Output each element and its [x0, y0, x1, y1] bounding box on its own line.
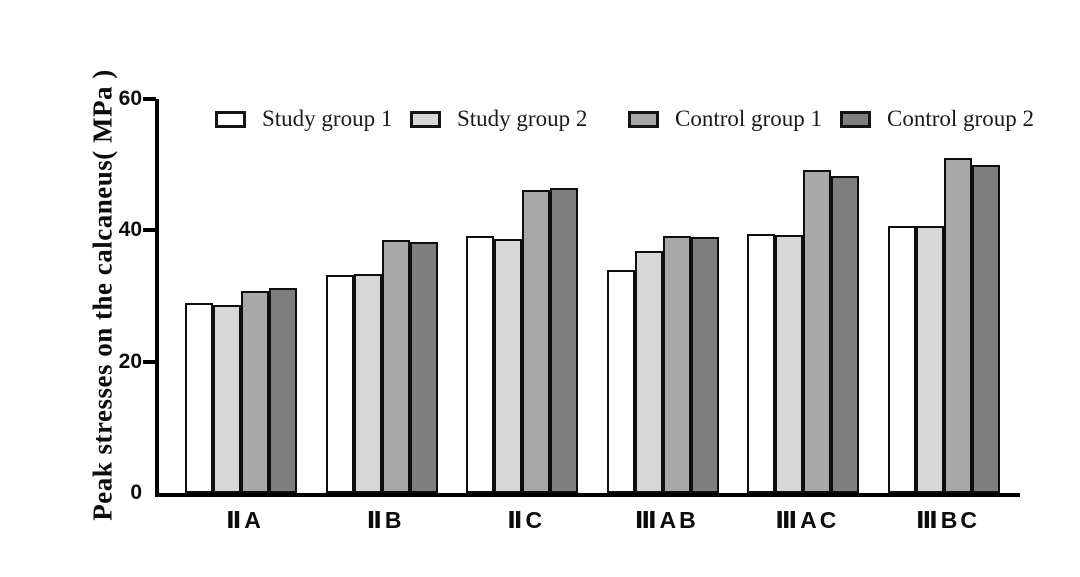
x-category-label: ⅡA [226, 507, 264, 533]
bar [916, 226, 944, 493]
legend-item: Control group 1 [628, 105, 822, 133]
bar [775, 234, 804, 493]
legend-label: Control group 1 [675, 106, 822, 131]
x-category-label: ⅡB [366, 507, 405, 533]
bar [325, 275, 354, 493]
bar [185, 303, 213, 493]
bar [747, 234, 776, 493]
bar [888, 226, 916, 493]
bar [550, 188, 579, 493]
y-tick-mark [143, 359, 156, 364]
y-tick-mark [143, 97, 156, 101]
legend-swatch [410, 110, 441, 128]
bar [803, 169, 832, 493]
legend-swatch [840, 110, 871, 128]
bar [381, 239, 410, 493]
y-tick-label: 40 [118, 218, 142, 242]
bar [662, 236, 691, 493]
x-axis-line [155, 493, 1020, 497]
bar [944, 158, 972, 493]
x-category-label: ⅢAC [775, 507, 840, 533]
bar [409, 241, 438, 493]
x-category-label: ⅡC [507, 507, 546, 533]
bar [466, 235, 495, 493]
legend-label: Study group 1 [262, 106, 393, 131]
y-tick-label: 0 [130, 481, 142, 504]
legend-item: Study group 2 [410, 105, 587, 133]
y-axis-line [155, 99, 159, 497]
bar [831, 175, 860, 493]
bar [213, 305, 241, 493]
bar [690, 236, 719, 493]
bar [634, 251, 663, 493]
plot-area [158, 99, 1020, 493]
legend-label: Study group 2 [457, 106, 588, 131]
legend-item: Control group 2 [840, 105, 1034, 133]
bar [972, 165, 1000, 493]
bar [606, 270, 635, 493]
bar [269, 288, 297, 493]
x-category-label: ⅢBC [916, 507, 980, 533]
y-axis-title: Peak stresses on the calcaneus( MPa ) [87, 69, 118, 521]
legend-swatch [628, 110, 659, 128]
bar [494, 238, 523, 493]
x-category-label: ⅢAB [634, 507, 699, 533]
bar [522, 189, 551, 493]
bar [353, 273, 382, 493]
y-tick-label: 20 [118, 349, 142, 373]
legend-label: Control group 2 [887, 106, 1034, 131]
y-tick-label: 60 [118, 87, 142, 110]
legend-swatch [215, 110, 246, 128]
y-tick-mark [143, 228, 156, 233]
legend-item: Study group 1 [215, 105, 392, 133]
bar [241, 291, 269, 493]
